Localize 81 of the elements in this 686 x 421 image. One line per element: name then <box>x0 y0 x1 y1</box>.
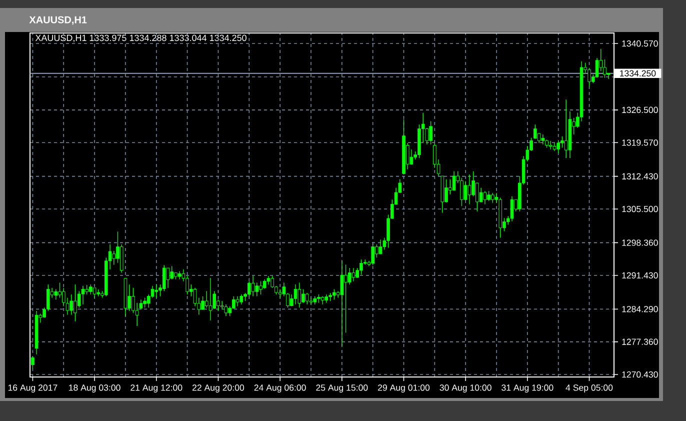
y-tick-label: 1277.360 <box>622 338 658 345</box>
x-tick-label: 18 Aug 03:00 <box>69 384 120 392</box>
candlestick <box>240 294 244 305</box>
candlestick <box>96 288 100 297</box>
candlestick <box>476 182 479 212</box>
y-tick-label: 1340.570 <box>622 40 658 47</box>
chart-subtitle: XAUUSD,H1 1333.975 1334.288 1333.044 1334.250 <box>35 34 246 42</box>
candlestick <box>236 296 240 307</box>
candlestick <box>170 266 174 280</box>
y-tick-label: 1298.360 <box>622 240 658 246</box>
candlestick <box>491 192 494 204</box>
candlestick <box>348 268 352 285</box>
y-tick-label: 1291.430 <box>622 272 658 279</box>
candlestick <box>429 120 432 145</box>
candlestick <box>54 288 58 300</box>
candlestick <box>81 286 85 305</box>
x-tick-label: 30 Aug 10:00 <box>440 384 492 392</box>
candlestick <box>208 278 212 321</box>
candlestick <box>534 124 537 140</box>
candlestick <box>251 276 255 297</box>
candlestick <box>468 174 472 205</box>
candlestick <box>603 59 606 78</box>
x-tick-label: 25 Aug 15:00 <box>316 384 368 392</box>
candlestick <box>483 190 487 205</box>
candlestick <box>595 58 599 78</box>
x-tick-label: 31 Aug 19:00 <box>502 384 554 392</box>
candlestick <box>444 178 448 203</box>
candlestick <box>224 304 228 316</box>
candlestick <box>487 190 490 202</box>
candlestick <box>85 284 88 295</box>
x-tick-label: 4 Sep 05:00 <box>566 384 613 392</box>
x-tick-label: 29 Aug 01:00 <box>378 384 430 392</box>
candlestick <box>560 136 564 148</box>
candlestick <box>278 288 282 298</box>
candlestick <box>340 260 344 347</box>
candlestick <box>344 264 348 333</box>
candlestick <box>510 196 514 222</box>
candlestick <box>74 284 77 322</box>
candlestick <box>556 140 560 154</box>
candlestick <box>332 288 336 300</box>
candlestick <box>31 356 34 369</box>
x-tick-label: 24 Aug 06:00 <box>254 384 306 392</box>
y-tick-label: 1319.570 <box>622 140 658 146</box>
candlestick <box>460 178 464 207</box>
candlestick <box>255 282 259 297</box>
candlestick <box>378 239 382 255</box>
y-tick-label: 1270.430 <box>622 371 658 378</box>
candlestick <box>259 280 262 295</box>
x-tick-label: 16 Aug 2017 <box>8 384 58 392</box>
x-tick-label: 22 Aug 20:00 <box>192 384 244 392</box>
candlestick <box>162 264 166 292</box>
candlestick <box>564 99 568 158</box>
candlestick <box>70 294 73 316</box>
y-tick-label: 1284.290 <box>622 306 658 312</box>
candlestick <box>294 284 298 305</box>
chart-title: XAUUSD,H1 <box>29 16 87 25</box>
candlestick <box>120 244 124 274</box>
candlestick <box>154 284 158 298</box>
candlestick <box>352 268 356 282</box>
candlestick <box>360 259 363 275</box>
candlestick <box>302 288 305 304</box>
candlestick <box>305 292 309 305</box>
candlestick <box>541 134 545 145</box>
candlestick <box>298 282 302 308</box>
ref-line-label: 1334.250 <box>620 70 656 76</box>
candlestick <box>112 250 116 266</box>
candlestick <box>537 132 541 144</box>
y-tick-label: 1305.500 <box>622 206 658 212</box>
candlestick <box>262 278 266 290</box>
candlestick <box>143 297 146 308</box>
x-tick-label: 21 Aug 12:00 <box>130 384 182 392</box>
candlestick <box>166 268 170 288</box>
candlestick <box>89 284 92 295</box>
candlestick <box>92 287 96 298</box>
candlestick <box>452 170 456 191</box>
candlestick <box>309 297 313 305</box>
candlestick <box>232 296 236 309</box>
candlestick <box>371 244 374 266</box>
y-tick-label: 1326.500 <box>622 106 658 114</box>
candlestick <box>410 149 414 166</box>
y-tick-label: 1312.430 <box>622 173 658 180</box>
